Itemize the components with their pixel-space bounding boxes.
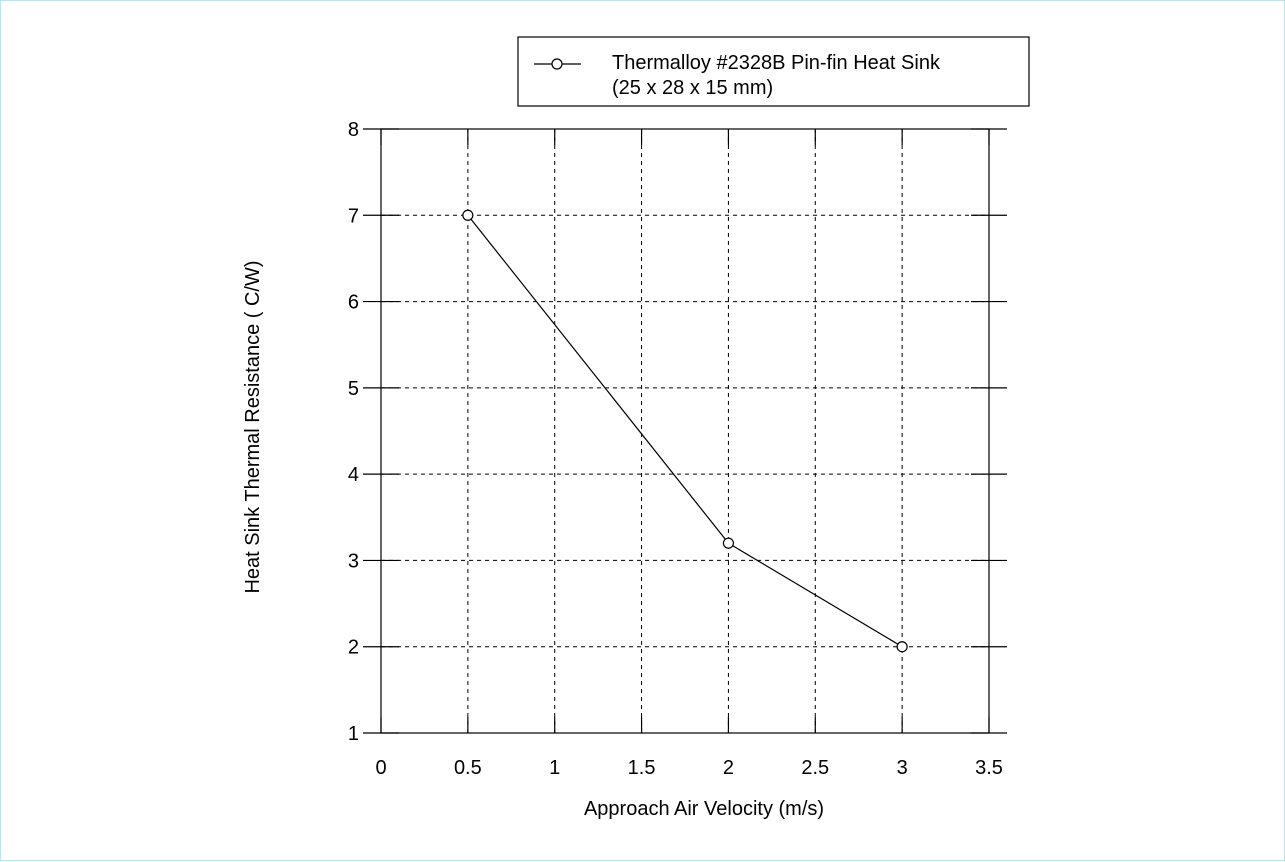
- x-tick-labels: 0 0.5 1 1.5 2 2.5 3 3.5: [375, 757, 1002, 779]
- series-line: [467, 214, 903, 648]
- y-tick-labels: 1 2 3 4 5 6 7 8: [348, 119, 359, 745]
- legend: Thermalloy #2328B Pin-fin Heat Sink (25 …: [517, 36, 1030, 107]
- axis-ticks: [363, 128, 1007, 734]
- x-tick-label: 2: [723, 757, 734, 779]
- y-tick-label: 2: [348, 637, 359, 659]
- plot-axes: [380, 128, 990, 734]
- x-tick-label: 2.5: [801, 757, 829, 779]
- x-tick-label: 3: [897, 757, 908, 779]
- x-tick-label: 0: [375, 757, 386, 779]
- plot-border: [380, 128, 990, 734]
- x-axis-label: Approach Air Velocity (m/s): [584, 798, 824, 820]
- y-tick-label: 3: [348, 550, 359, 572]
- legend-label-line2: (25 x 28 x 15 mm): [612, 77, 773, 99]
- data-point: [462, 209, 474, 221]
- y-tick-label: 4: [348, 464, 359, 486]
- data-point: [722, 537, 735, 549]
- x-tick-label: 0.5: [454, 757, 482, 779]
- x-tick-label: 3.5: [975, 757, 1003, 779]
- legend-label-line1: Thermalloy #2328B Pin-fin Heat Sink: [612, 52, 941, 74]
- series: [462, 209, 908, 653]
- data-point: [896, 641, 908, 653]
- gridlines: [381, 129, 989, 733]
- x-tick-label: 1: [549, 757, 560, 779]
- y-tick-label: 1: [348, 723, 359, 745]
- legend-marker-sample: [551, 58, 563, 70]
- x-tick-label: 1.5: [628, 757, 656, 779]
- y-tick-label: 7: [348, 205, 359, 227]
- legend-box: [517, 36, 1030, 107]
- y-tick-label: 5: [348, 378, 359, 400]
- y-axis-label: Heat Sink Thermal Resistance ( C/W): [242, 260, 264, 593]
- y-tick-label: 6: [348, 292, 359, 314]
- y-tick-label: 8: [348, 119, 359, 141]
